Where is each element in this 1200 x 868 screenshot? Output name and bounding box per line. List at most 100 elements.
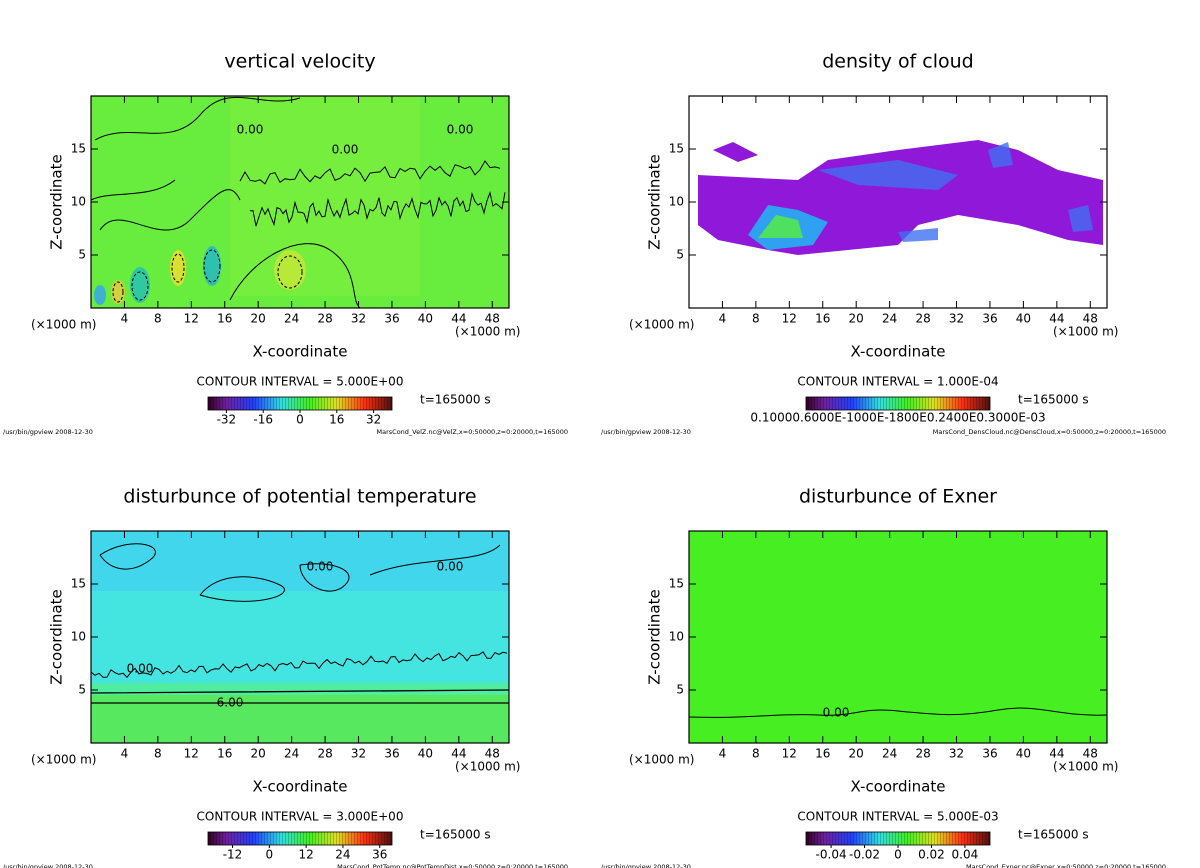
x-tick-label: 32 xyxy=(949,747,964,761)
contour-interval: CONTOUR INTERVAL = 5.000E+00 xyxy=(197,375,404,389)
x-axis-label: X-coordinate xyxy=(851,343,946,361)
y-tick-label: 5 xyxy=(676,248,684,262)
panel: 0.000.000.004 8 12 16 20 24 28 32 36 40 44 4851015v… xyxy=(3,51,568,437)
x-tick-label: 36 xyxy=(982,312,997,326)
x-tick-label: 40 xyxy=(1016,747,1031,761)
cloud-core xyxy=(818,142,1093,242)
y-tick-label: 15 xyxy=(71,577,86,591)
colorbar-stripes xyxy=(806,832,990,845)
x-unit: (×1000 m) xyxy=(455,760,520,774)
colorbar-stripes xyxy=(208,832,392,845)
x-tick-label: 24 xyxy=(882,747,897,761)
colorbar-tick-label: 0.02 xyxy=(918,848,945,862)
contour-label: 0.00 xyxy=(237,123,264,137)
footer-right: MarsCond_VelZ.nc@VelZ,x=0:50000,z=0:2000… xyxy=(377,428,568,436)
x-tick-label: 16 xyxy=(815,312,830,326)
footer-left: /usr/bin/gpview 2008-12-30 xyxy=(601,863,691,868)
z-unit: (×1000 m) xyxy=(31,318,96,332)
field-patch xyxy=(170,250,186,286)
x-tick-label: 36 xyxy=(384,747,399,761)
colorbar-stripes xyxy=(208,397,392,410)
contour-label: 0.00 xyxy=(437,560,464,574)
time-label: t=165000 s xyxy=(420,828,491,842)
x-tick-label: 48 xyxy=(485,312,500,326)
footer-left: /usr/bin/gpview 2008-12-30 xyxy=(3,863,93,868)
colorbar-tick-label: 24 xyxy=(335,848,350,862)
colorbar-label: 0.10000.6000E-1000E-1800E0.2400E0.3000E-… xyxy=(750,411,1045,425)
chart-title: disturbunce of potential temperature xyxy=(123,486,476,508)
colorbar-tick-label: 0 xyxy=(266,848,274,862)
x-tick-label: 16 xyxy=(815,747,830,761)
colorbar-tick-label: 12 xyxy=(298,848,313,862)
x-tick-label: 20 xyxy=(251,747,266,761)
z-unit: (×1000 m) xyxy=(629,318,694,332)
x-tick-label: 24 xyxy=(284,747,299,761)
contour-label: 0.00 xyxy=(447,123,474,137)
contour xyxy=(90,689,510,704)
contour xyxy=(171,253,185,283)
footer-right: MarsCond_Exner.nc@Exner,x=0:50000,z=0:20… xyxy=(966,863,1166,868)
x-axis-label: X-coordinate xyxy=(851,778,946,796)
contour-label: 0.00 xyxy=(127,662,154,676)
x-unit: (×1000 m) xyxy=(1053,325,1118,339)
x-tick-label: 20 xyxy=(849,747,864,761)
contour-label: 6.00 xyxy=(217,696,244,710)
contour xyxy=(90,651,508,678)
contour xyxy=(112,281,124,303)
z-unit: (×1000 m) xyxy=(31,753,96,767)
x-tick-label: 20 xyxy=(251,312,266,326)
x-tick-label: 28 xyxy=(915,747,930,761)
colorbar-tick-label: 0.04 xyxy=(952,848,979,862)
time-label: t=165000 s xyxy=(1018,828,1089,842)
y-tick-label: 15 xyxy=(669,142,684,156)
x-tick-label: 32 xyxy=(949,312,964,326)
panel: 0.004 8 12 16 20 24 28 32 36 40 44 4851015disturbun… xyxy=(601,486,1166,868)
colorbar-tick-label: 16 xyxy=(329,413,344,427)
footer-left: /usr/bin/gpview 2008-12-30 xyxy=(601,428,691,436)
field-band xyxy=(91,695,509,743)
x-tick-label: 24 xyxy=(284,312,299,326)
field-patch xyxy=(94,285,106,305)
field xyxy=(689,531,1107,743)
contour-label: 0.00 xyxy=(307,560,334,574)
x-tick-label: 48 xyxy=(1083,747,1098,761)
x-axis-label: X-coordinate xyxy=(253,778,348,796)
x-tick-label: 24 xyxy=(882,312,897,326)
field-patch xyxy=(230,96,420,296)
colorbar-tick-label: -16 xyxy=(253,413,273,427)
y-axis-label: Z-coordinate xyxy=(646,589,664,684)
x-tick-label: 8 xyxy=(154,747,162,761)
y-tick-label: 10 xyxy=(71,195,86,209)
y-tick-label: 10 xyxy=(71,630,86,644)
contour-interval: CONTOUR INTERVAL = 3.000E+00 xyxy=(197,810,404,824)
colorbar-tick-label: -12 xyxy=(223,848,243,862)
x-tick-label: 4 xyxy=(121,747,129,761)
x-tick-label: 36 xyxy=(384,312,399,326)
z-unit: (×1000 m) xyxy=(629,753,694,767)
footer-right: MarsCond_DensCloud.nc@DensCloud,x=0:5000… xyxy=(933,428,1166,436)
colorbar-tick-label: 36 xyxy=(372,848,387,862)
x-tick-label: 48 xyxy=(1083,312,1098,326)
y-tick-label: 15 xyxy=(71,142,86,156)
field-patch xyxy=(203,246,221,286)
colorbar-tick-label: 0 xyxy=(894,848,902,862)
x-tick-label: 8 xyxy=(752,747,760,761)
x-tick-label: 48 xyxy=(485,747,500,761)
x-tick-label: 4 xyxy=(719,747,727,761)
contour xyxy=(688,707,1108,718)
y-axis-label: Z-coordinate xyxy=(48,589,66,684)
y-axis-label: Z-coordinate xyxy=(646,154,664,249)
colorbar-stripes xyxy=(806,397,990,410)
x-tick-label: 32 xyxy=(351,312,366,326)
x-tick-label: 40 xyxy=(418,312,433,326)
y-tick-label: 5 xyxy=(78,248,86,262)
contour-interval: CONTOUR INTERVAL = 5.000E-03 xyxy=(797,810,998,824)
x-tick-label: 12 xyxy=(184,747,199,761)
x-tick-label: 28 xyxy=(317,312,332,326)
x-tick-label: 4 xyxy=(719,312,727,326)
x-tick-label: 44 xyxy=(451,747,466,761)
x-tick-label: 8 xyxy=(154,312,162,326)
x-tick-label: 12 xyxy=(782,747,797,761)
